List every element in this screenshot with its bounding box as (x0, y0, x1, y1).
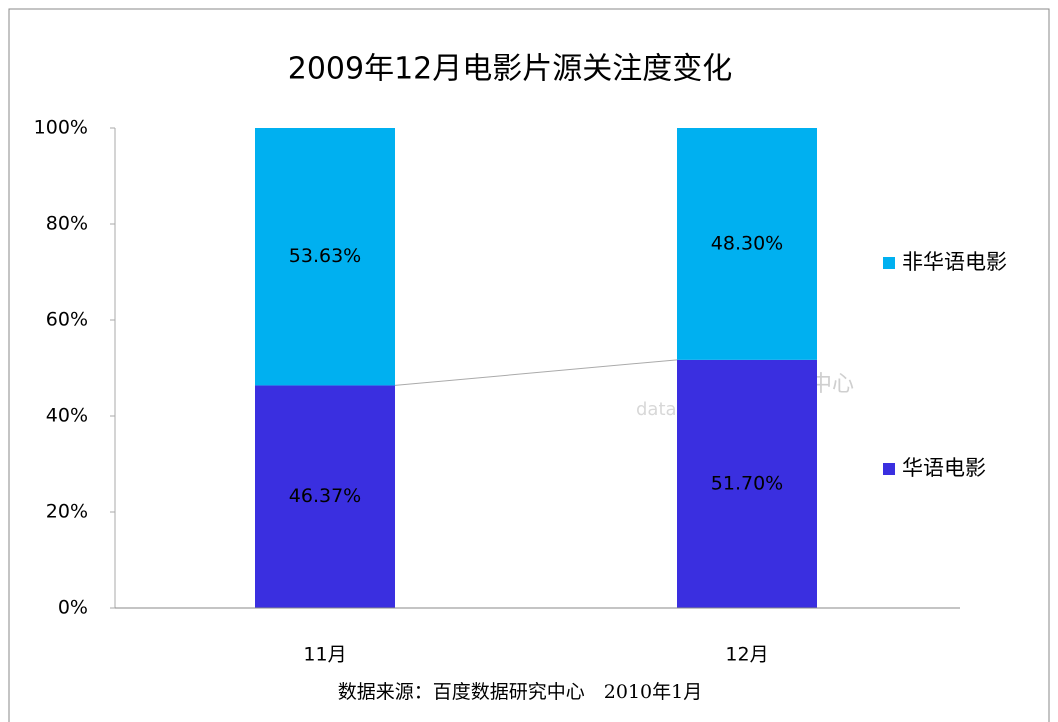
value-label: 51.70% (711, 472, 783, 494)
y-tick-label: 20% (46, 501, 88, 523)
bar-segment (255, 385, 395, 608)
source-note: 数据来源：百度数据研究中心 2010年1月 (338, 681, 702, 703)
value-label: 48.30% (711, 232, 783, 254)
legend-label: 华语电影 (902, 456, 986, 480)
frame (8, 8, 1050, 722)
x-tick-label: 11月 (303, 644, 346, 666)
value-label: 46.37% (289, 485, 361, 507)
y-tick-label: 60% (46, 309, 88, 331)
bar-segment (677, 359, 817, 608)
value-label: 53.63% (289, 245, 361, 267)
series-line (394, 359, 678, 386)
y-tick-label: 40% (46, 405, 88, 427)
y-tick-label: 0% (58, 597, 88, 619)
y-tick-label: 100% (34, 117, 88, 139)
legend-swatch (883, 463, 895, 475)
chart-title: 2009年12月电影片源关注度变化 (288, 52, 733, 87)
bar-segment (677, 128, 817, 360)
legend-swatch (883, 257, 895, 269)
x-tick-label: 12月 (725, 644, 768, 666)
y-tick-label: 80% (46, 213, 88, 235)
bar-segment (255, 128, 395, 386)
legend-label: 非华语电影 (902, 250, 1007, 274)
